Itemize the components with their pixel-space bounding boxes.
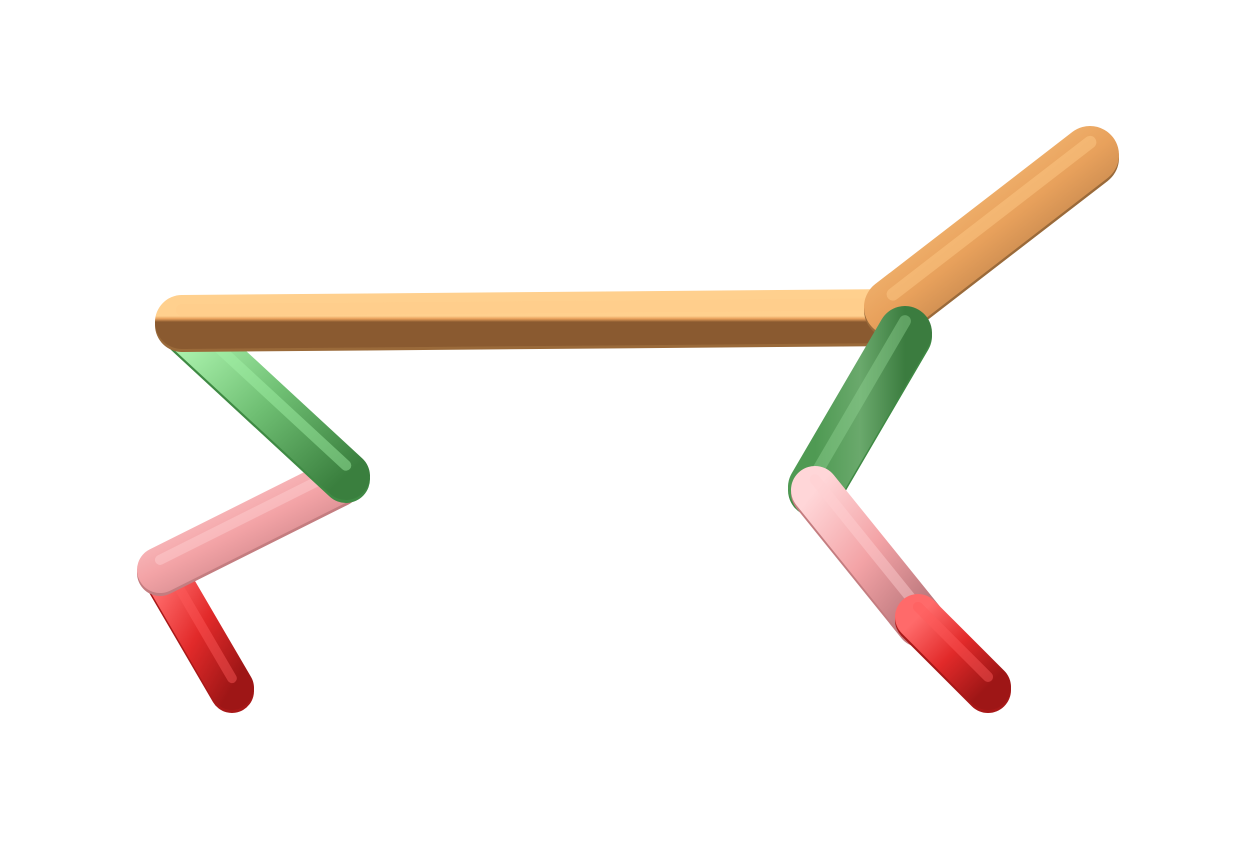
bond-upper-right-tan-highlight: [886, 135, 1097, 301]
bond-right-pink-highlight: [809, 474, 926, 615]
bond-left-red: [144, 553, 254, 710]
bond-top-tan-highlight: [176, 298, 906, 317]
bond-right-pink: [791, 466, 944, 644]
bond-top-tan: [155, 289, 927, 349]
bond-left-pink: [137, 458, 361, 593]
bond-upper-right-tan: [864, 126, 1119, 336]
bond-left-pink-highlight: [154, 465, 344, 565]
bond-group: [137, 126, 1119, 713]
bond-right-red: [895, 594, 1011, 710]
bond-left-green: [164, 306, 370, 500]
bond-right-green: [788, 306, 932, 514]
bond-right-green-highlight: [809, 315, 911, 482]
bond-right-red-highlight: [912, 601, 994, 682]
